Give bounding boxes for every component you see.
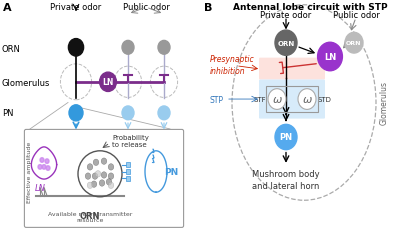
Text: ORN: ORN — [2, 45, 21, 54]
Text: ORN: ORN — [277, 41, 295, 46]
Circle shape — [122, 41, 134, 55]
Circle shape — [87, 164, 93, 170]
Circle shape — [45, 159, 49, 164]
Circle shape — [46, 166, 50, 171]
Circle shape — [275, 125, 297, 150]
Text: Glomerulus: Glomerulus — [380, 81, 389, 125]
Circle shape — [85, 173, 91, 180]
Circle shape — [40, 158, 44, 163]
Circle shape — [275, 31, 297, 56]
Circle shape — [122, 106, 134, 120]
Text: PN: PN — [280, 133, 292, 142]
Circle shape — [108, 173, 114, 180]
Circle shape — [99, 180, 105, 186]
Circle shape — [95, 171, 101, 177]
Text: Glomerulus: Glomerulus — [2, 79, 50, 88]
Circle shape — [69, 105, 83, 121]
Circle shape — [318, 43, 342, 71]
Circle shape — [100, 73, 116, 92]
Circle shape — [106, 179, 112, 185]
Text: Mushroom body
and lateral horn: Mushroom body and lateral horn — [252, 169, 320, 190]
Circle shape — [101, 172, 107, 178]
Text: Private odor: Private odor — [50, 3, 102, 12]
Bar — [126, 169, 130, 174]
Circle shape — [158, 106, 170, 120]
Text: $\omega$: $\omega$ — [272, 94, 282, 104]
Circle shape — [101, 158, 107, 165]
Text: LN: LN — [102, 78, 114, 87]
Text: Presynaptic
inhibition: Presynaptic inhibition — [210, 55, 255, 75]
Text: ORN: ORN — [80, 211, 100, 220]
FancyBboxPatch shape — [24, 130, 184, 227]
Text: B: B — [204, 3, 212, 13]
Circle shape — [268, 89, 286, 110]
Text: PN: PN — [164, 167, 178, 176]
Text: Public odor: Public odor — [332, 11, 380, 20]
Circle shape — [108, 182, 114, 189]
Text: Private odor: Private odor — [260, 11, 312, 20]
Circle shape — [345, 33, 363, 54]
Text: LN: LN — [34, 183, 46, 192]
FancyBboxPatch shape — [259, 80, 325, 119]
Text: LN: LN — [324, 53, 336, 62]
Bar — [126, 163, 130, 167]
Circle shape — [298, 89, 316, 110]
Text: Antennal lobe circuit with STP: Antennal lobe circuit with STP — [233, 3, 387, 12]
Circle shape — [38, 165, 42, 169]
Circle shape — [158, 41, 170, 55]
Circle shape — [93, 159, 99, 166]
Text: STF: STF — [253, 97, 266, 103]
Text: ORN: ORN — [346, 41, 362, 46]
Circle shape — [42, 165, 46, 169]
Circle shape — [108, 164, 114, 170]
Text: Probability
to release: Probability to release — [112, 134, 149, 147]
Bar — [126, 176, 130, 181]
Circle shape — [87, 182, 93, 189]
Text: PN: PN — [2, 109, 14, 118]
FancyBboxPatch shape — [259, 58, 325, 80]
Text: Available neurotransmitter
resource: Available neurotransmitter resource — [48, 211, 132, 222]
Text: STP: STP — [210, 95, 224, 104]
Circle shape — [68, 39, 84, 57]
Text: Public odor: Public odor — [122, 3, 170, 12]
Text: $\omega$: $\omega$ — [302, 94, 312, 104]
Circle shape — [91, 181, 97, 188]
Text: A: A — [3, 3, 12, 13]
Circle shape — [92, 173, 98, 180]
Text: STD: STD — [318, 97, 332, 103]
Text: Effective amplitude: Effective amplitude — [26, 141, 32, 202]
